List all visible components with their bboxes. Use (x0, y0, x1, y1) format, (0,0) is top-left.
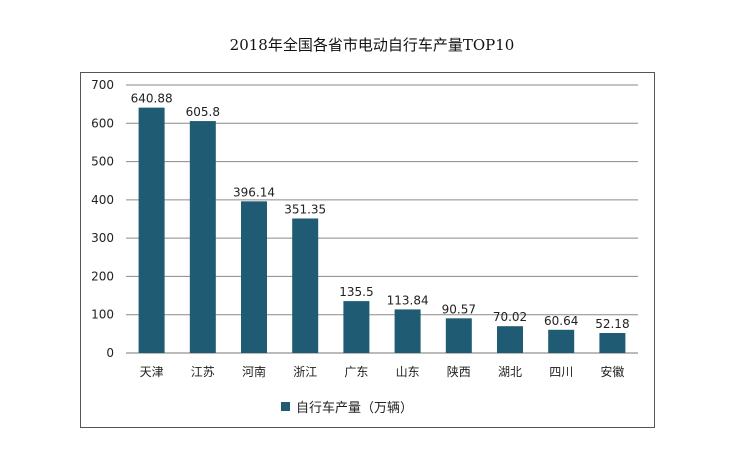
y-tick-label: 400 (91, 193, 114, 207)
category-label: 天津 (140, 365, 164, 379)
data-label: 640.88 (131, 92, 173, 106)
legend: 自行车产量（万辆） (281, 397, 413, 416)
data-label: 70.02 (493, 310, 527, 324)
data-label: 605.8 (186, 105, 220, 119)
category-label: 浙江 (293, 365, 317, 379)
bar (189, 121, 216, 353)
bar (548, 329, 575, 353)
data-label: 351.35 (284, 202, 326, 216)
category-label: 湖北 (498, 364, 522, 379)
category-label: 山东 (396, 365, 420, 379)
bar (497, 326, 523, 353)
data-label: 60.64 (544, 314, 578, 328)
bar (292, 218, 319, 353)
legend-swatch (281, 402, 290, 411)
data-label: 52.18 (595, 317, 629, 331)
y-tick-label: 100 (91, 308, 114, 322)
chart-frame (80, 72, 655, 428)
y-tick-label: 500 (91, 155, 114, 169)
data-label: 113.84 (387, 293, 429, 307)
bar (394, 309, 421, 353)
bar-layer (138, 107, 626, 353)
bar (343, 301, 370, 353)
y-tick-layer: 0 100 200 300 400 500 600 700 (91, 78, 114, 360)
chart-title: 2018年全国各省市电动自行车产量TOP10 (229, 36, 515, 54)
category-label-layer: 天津 江苏 河南 浙江 广东 山东 陕西 湖北 四川 安徽 (140, 364, 625, 379)
legend-label: 自行车产量（万辆） (296, 401, 414, 416)
data-label: 396.14 (233, 185, 275, 199)
data-label-layer: 640.88 605.8 396.14 351.35 135.5 113.84 90.57 7… (131, 92, 630, 331)
bar (138, 107, 165, 353)
y-tick-label: 600 (91, 116, 114, 130)
data-label: 135.5 (339, 285, 373, 299)
category-label: 安徽 (600, 364, 624, 379)
y-tick-label: 700 (91, 78, 114, 92)
category-label: 广东 (344, 365, 368, 379)
category-label: 四川 (549, 365, 573, 379)
y-tick-label: 200 (91, 269, 114, 283)
category-label: 陕西 (447, 364, 471, 379)
bar (445, 318, 472, 353)
y-tick-label: 0 (106, 346, 114, 360)
bar (241, 201, 267, 353)
y-tick-label: 300 (91, 231, 114, 245)
category-label: 江苏 (191, 365, 215, 379)
bar (599, 333, 626, 353)
category-label: 河南 (242, 364, 266, 379)
data-label: 90.57 (442, 302, 476, 316)
